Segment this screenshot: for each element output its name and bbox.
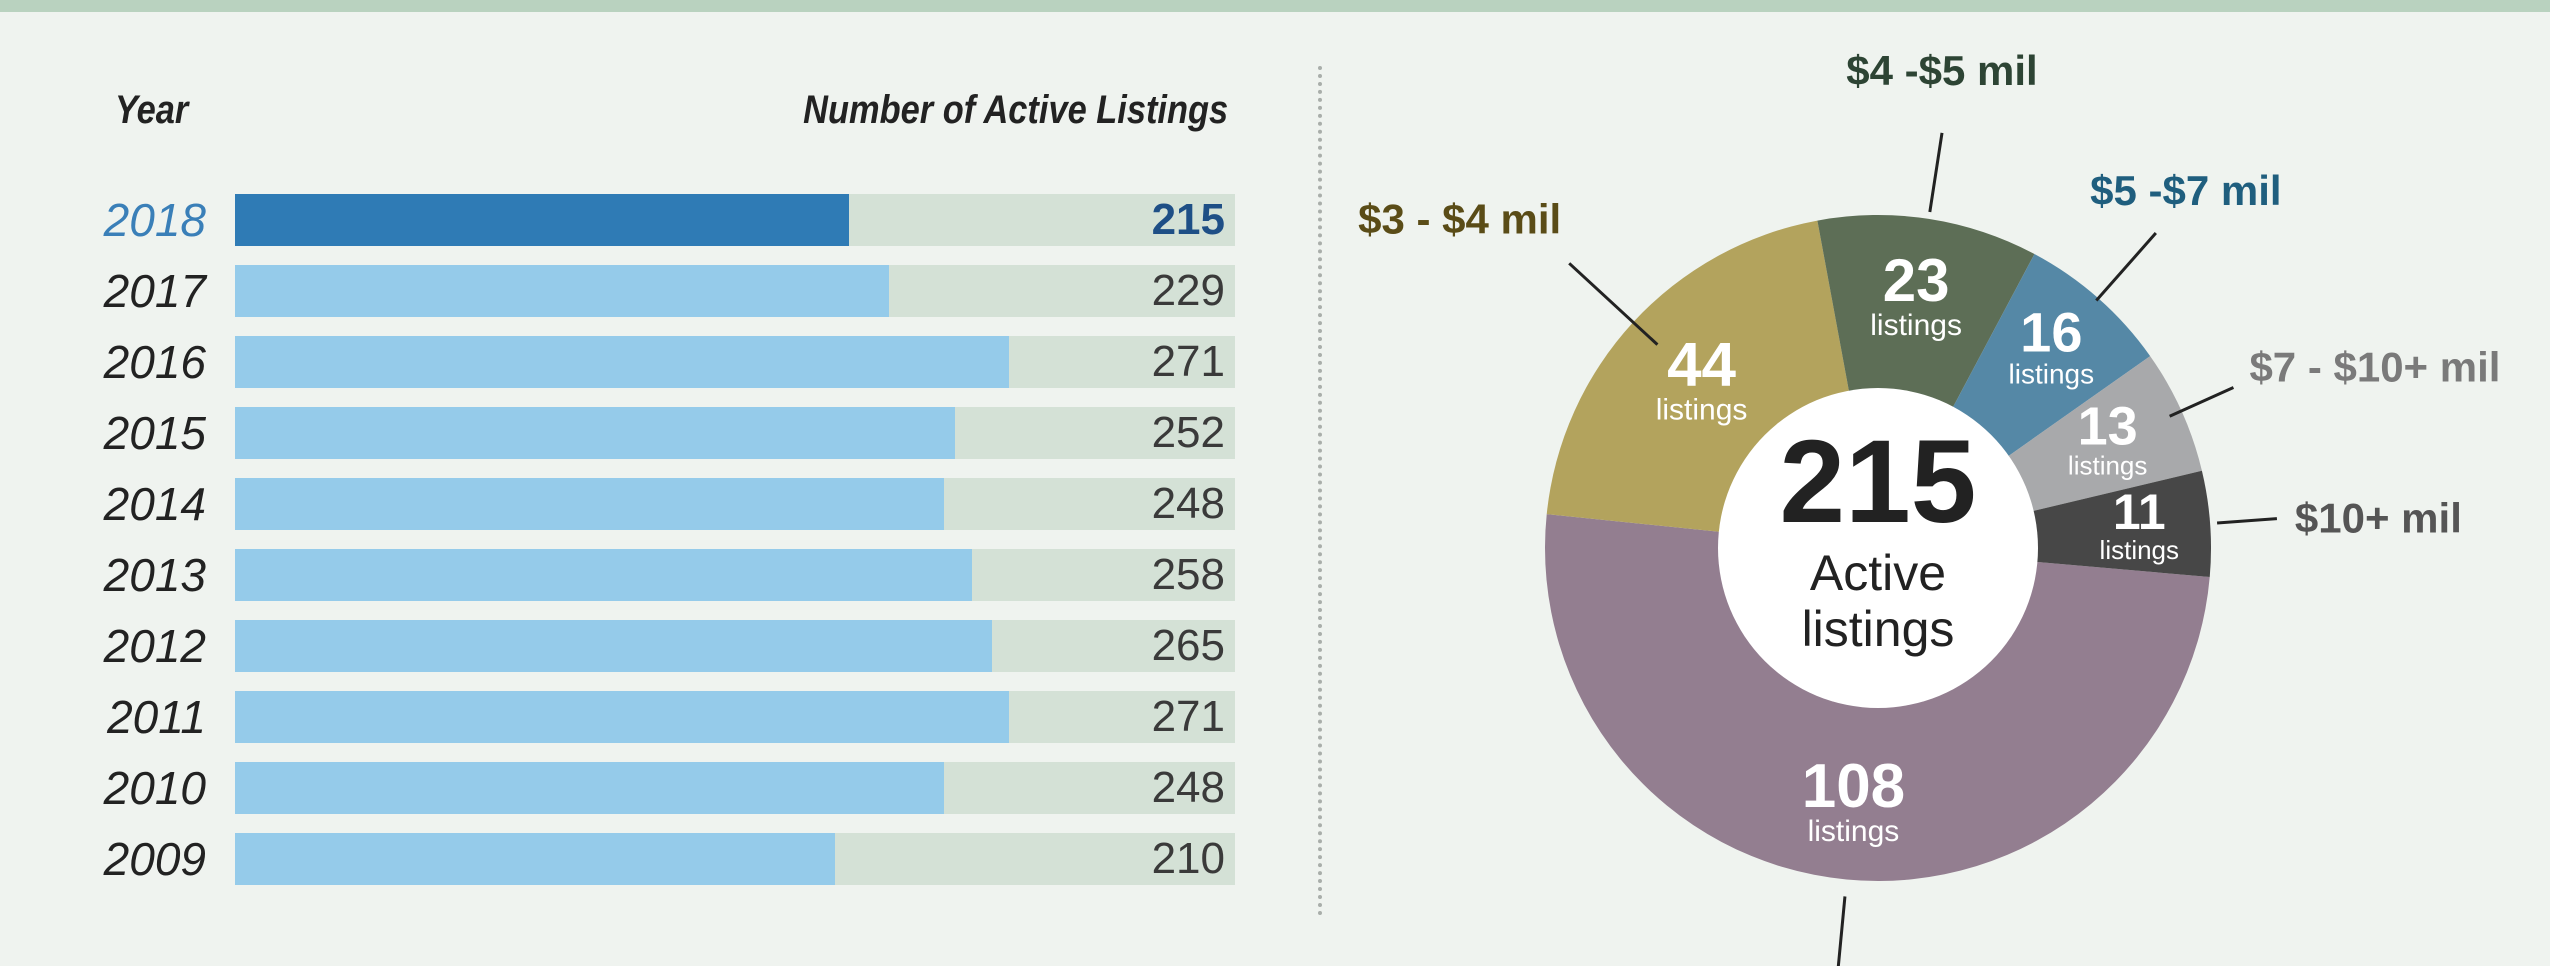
bar-row: 2016 271 [0, 336, 1240, 388]
bar-track: 210 [235, 833, 1235, 885]
slice-label: $4 -$5 mil [1846, 47, 2037, 94]
bar-year-label: 2018 [103, 194, 206, 246]
top-accent-bar [0, 0, 2550, 12]
slice-unit: listings [1808, 815, 1900, 848]
bar-value-label: 248 [1151, 763, 1225, 812]
leader-line [2216, 517, 2278, 525]
bar-row: 2011 271 [0, 691, 1240, 743]
leader-line [1836, 896, 1847, 966]
bar [235, 691, 1010, 743]
slice-label: $7 - $10+ mil [2249, 343, 2500, 390]
slice-unit: listings [2100, 535, 2179, 565]
bar-value-label: 252 [1151, 408, 1225, 457]
bar [235, 833, 835, 885]
bar-row: 2015 252 [0, 407, 1240, 459]
bar-year-label: 2016 [103, 336, 206, 388]
bar-value-label: 215 [1151, 195, 1225, 244]
bar-track: 265 [235, 620, 1235, 672]
bar-year-label: 2011 [107, 691, 206, 743]
bar-track: 271 [235, 336, 1235, 388]
slice-unit: listings [1870, 309, 1962, 342]
listings-column-header: Number of Active Listings [803, 88, 1228, 132]
year-column-header: Year [115, 88, 189, 132]
bar-track: 248 [235, 762, 1235, 814]
slice-value: 23 [1883, 247, 1950, 314]
leader-line [1928, 132, 1944, 213]
bar-year-label: 2014 [103, 478, 206, 530]
bar [235, 265, 890, 317]
slice-value: 108 [1802, 752, 1905, 821]
slice-unit: listings [2009, 359, 2095, 390]
bar-year-label: 2017 [103, 265, 206, 317]
bar-track: 252 [235, 407, 1235, 459]
bar [235, 620, 993, 672]
slice-value: 13 [2078, 396, 2138, 456]
center-label: Active [1810, 545, 1946, 601]
bar [235, 194, 850, 246]
bar-row: 2017 229 [0, 265, 1240, 317]
slice-value: 16 [2020, 301, 2082, 364]
bar-row: 2013 258 [0, 549, 1240, 601]
bar-track: 215 [235, 194, 1235, 246]
leader-line [2169, 386, 2235, 418]
center-total-value: 215 [1780, 416, 1977, 548]
bar-row: 2012 265 [0, 620, 1240, 672]
bar-row: 2010 248 [0, 762, 1240, 814]
bar [235, 762, 944, 814]
bar [235, 478, 944, 530]
bar [235, 407, 955, 459]
bar-value-label: 248 [1151, 479, 1225, 528]
bar-track: 229 [235, 265, 1235, 317]
bar-value-label: 265 [1151, 621, 1225, 670]
bar-row: 2014 248 [0, 478, 1240, 530]
bar-year-label: 2009 [103, 833, 206, 885]
bar-value-label: 271 [1151, 337, 1225, 386]
bar-year-label: 2012 [103, 620, 206, 672]
slice-unit: listings [1656, 393, 1748, 426]
slice-label: $3 - $4 mil [1358, 195, 1561, 242]
bar-row: 2018 215 [0, 194, 1240, 246]
slice-label: $10+ mil [2295, 495, 2462, 542]
bar-value-label: 271 [1151, 692, 1225, 741]
slice-value: 11 [2113, 484, 2166, 540]
slice-label: $5 -$7 mil [2090, 167, 2281, 214]
leader-line [1568, 262, 1659, 346]
bar-value-label: 229 [1151, 266, 1225, 315]
leader-line [2095, 232, 2157, 302]
center-label: listings [1802, 601, 1955, 657]
bar-track: 258 [235, 549, 1235, 601]
donut-center [1718, 388, 2038, 708]
bar [235, 549, 973, 601]
bar-value-label: 210 [1151, 834, 1225, 883]
divider [1318, 66, 1322, 916]
bar-track: 271 [235, 691, 1235, 743]
bar-row: 2009 210 [0, 833, 1240, 885]
bar [235, 336, 1010, 388]
bar-year-label: 2010 [103, 762, 206, 814]
bar-year-label: 2015 [103, 407, 206, 459]
slice-unit: listings [2068, 450, 2147, 480]
bar-value-label: 258 [1151, 550, 1225, 599]
slice-value: 44 [1667, 330, 1736, 399]
bar-track: 248 [235, 478, 1235, 530]
bar-year-label: 2013 [103, 549, 206, 601]
slice-label: $2 - $3 mil [1623, 964, 1826, 966]
